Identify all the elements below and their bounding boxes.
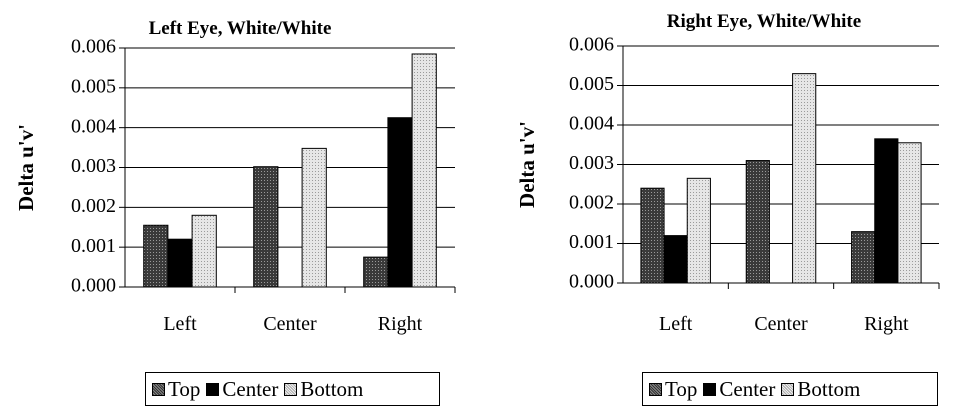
legend-swatch-top — [649, 382, 662, 396]
legend-item-center: Center — [206, 377, 278, 402]
bar-bottom-center — [301, 147, 327, 288]
bar-bottom-right — [897, 142, 922, 284]
bar-bottom-left — [191, 214, 217, 288]
bar-center-left — [663, 235, 688, 284]
legend-item-bottom: Bottom — [284, 377, 363, 402]
y-tick-label: 0.005 — [569, 73, 614, 95]
y-tick-label: 0.002 — [569, 192, 614, 214]
y-tick-label: 0.005 — [71, 75, 116, 97]
bar-top-center — [253, 166, 279, 288]
legend-swatch-bottom — [284, 382, 298, 396]
bar-bottom-center — [792, 73, 817, 284]
chart-title: Left Eye, White/White — [149, 18, 332, 39]
y-tick-label: 0.006 — [569, 34, 614, 56]
x-tick-label: Right — [864, 313, 909, 335]
chart-title: Right Eye, White/White — [667, 11, 861, 32]
y-tick-label: 0.006 — [71, 36, 116, 58]
legend: Top Center Bottom — [145, 372, 440, 406]
chart-left-svg: Left Eye, White/White Delta u'v' 0.0000.… — [14, 18, 456, 335]
x-tick-label: Left — [659, 313, 693, 335]
bar-bottom-right — [411, 53, 437, 288]
bar-top-right — [851, 231, 876, 284]
y-axis-label: Delta u'v' — [515, 121, 539, 208]
bar-center-left — [167, 238, 193, 288]
legend-swatch-top — [152, 382, 165, 396]
chart-left-eye: Left Eye, White/White Delta u'v' 0.000 0.… — [0, 0, 477, 413]
bar-top-left — [143, 224, 169, 288]
legend-label-center: Center — [222, 376, 279, 401]
y-tick-label: 0.004 — [71, 115, 116, 137]
legend-item-top: Top — [152, 377, 200, 402]
legend-label-bottom: Bottom — [300, 376, 364, 401]
legend-label-bottom: Bottom — [797, 376, 861, 401]
y-tick-label: 0.004 — [569, 113, 614, 135]
y-tick-label: 0.000 — [71, 275, 116, 297]
bar-center-right — [387, 117, 413, 288]
legend-swatch-center — [703, 382, 717, 396]
bar-top-left — [640, 187, 665, 284]
plot-area: 0.000 0.001 0.002 0.003 0.004 0.005 0.006 Left C… — [569, 34, 940, 335]
x-tick-label: Right — [378, 313, 423, 335]
y-tick-label: 0.002 — [71, 195, 116, 217]
legend-item-top: Top — [649, 377, 697, 402]
legend-label-top: Top — [665, 376, 698, 401]
x-tick-label: Center — [754, 313, 808, 335]
plot-area: 0.000 0.001 0.002 0.003 0.004 0.005 0.006 Left C… — [71, 36, 456, 335]
y-tick-label: 0.001 — [569, 231, 614, 253]
bar-top-right — [363, 256, 389, 288]
x-tick-label: Center — [263, 313, 317, 335]
bar-center-right — [874, 138, 899, 284]
legend: Top Center Bottom — [642, 372, 938, 406]
chart-right-eye: Right Eye, White/White Delta u'v' 0.000 0… — [477, 0, 954, 413]
legend-label-center: Center — [719, 376, 776, 401]
legend-item-center: Center — [703, 377, 775, 402]
y-tick-label: 0.000 — [569, 271, 614, 293]
bar-bottom-left — [686, 177, 711, 284]
legend-label-top: Top — [168, 376, 201, 401]
bar-top-center — [745, 160, 770, 284]
y-tick-label: 0.003 — [71, 155, 116, 177]
legend-item-bottom: Bottom — [781, 377, 860, 402]
chart-right-svg: Right Eye, White/White Delta u'v' 0.0000… — [515, 11, 940, 335]
x-tick-label: Left — [163, 313, 197, 335]
legend-swatch-bottom — [781, 382, 795, 396]
y-axis-label: Delta u'v' — [14, 124, 38, 211]
legend-swatch-center — [206, 382, 220, 396]
y-tick-label: 0.003 — [569, 152, 614, 174]
y-tick-label: 0.001 — [71, 235, 116, 257]
